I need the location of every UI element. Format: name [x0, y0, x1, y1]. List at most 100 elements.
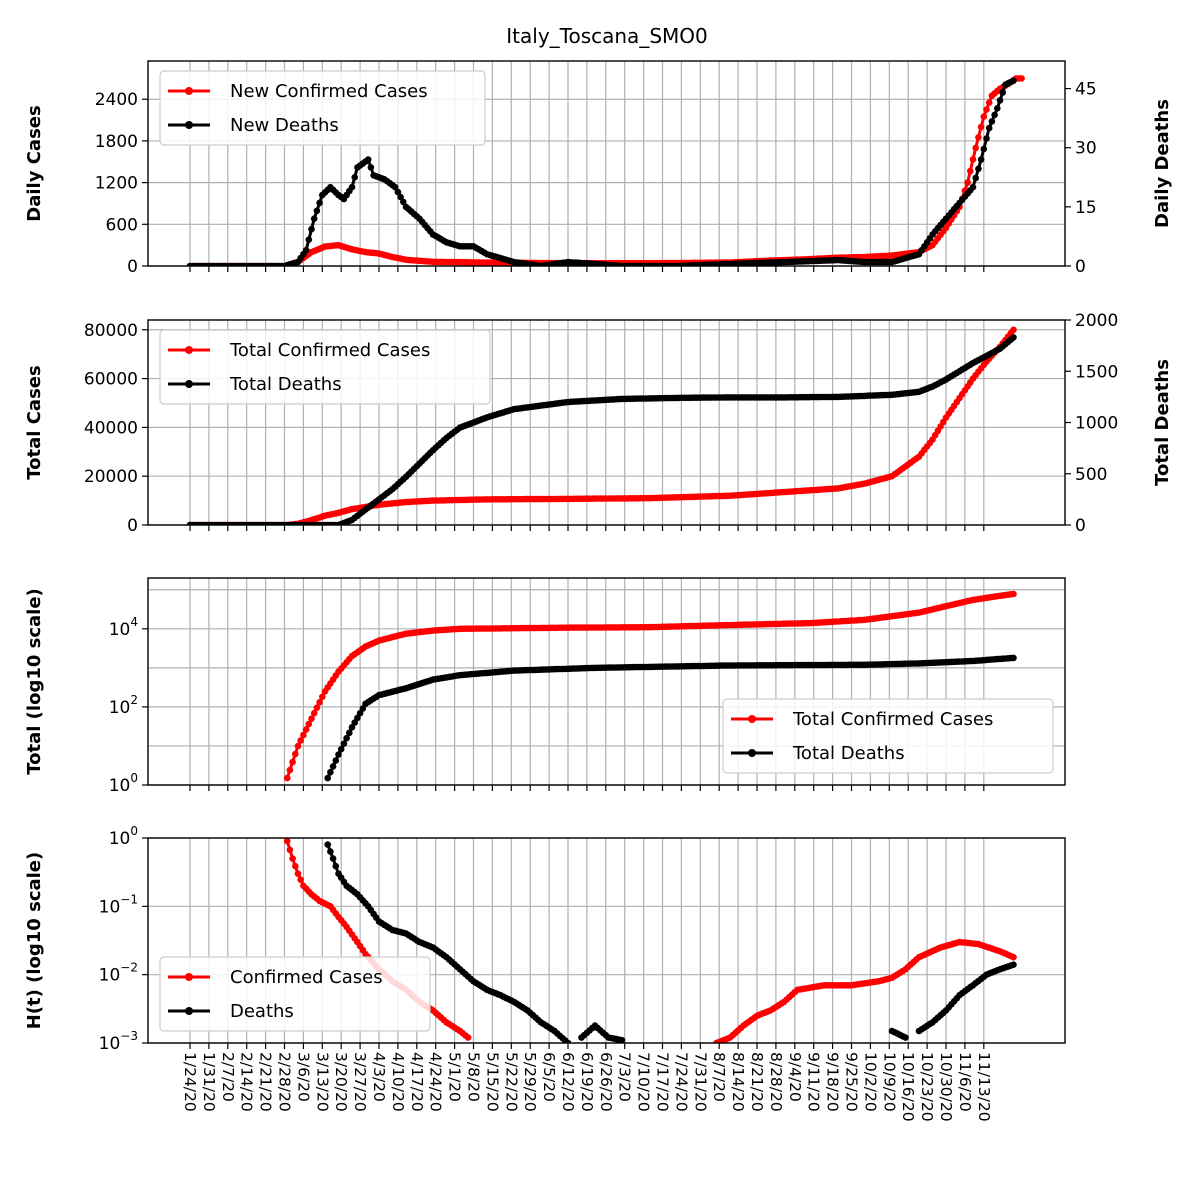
x-tick-label: 11/13/20 [975, 1052, 993, 1122]
x-tick-label: 6/19/20 [578, 1052, 596, 1112]
data-point [316, 199, 323, 207]
series-line [715, 940, 1015, 1043]
data-point [294, 742, 302, 750]
chart-title: Italy_Toscana_SMO0 [506, 24, 707, 48]
data-point [343, 734, 350, 742]
data-point [972, 174, 979, 182]
y-tick-label: 104 [109, 615, 138, 640]
data-point [302, 246, 310, 254]
x-tick-label: 10/9/20 [880, 1052, 898, 1112]
x-tick-label: 2/14/20 [238, 1052, 256, 1112]
y-tick-label: 10−3 [99, 1029, 138, 1054]
data-point [367, 164, 375, 171]
data-point [983, 135, 990, 142]
x-tick-label: 4/17/20 [408, 1052, 426, 1112]
y-tick-label: 40000 [84, 418, 138, 438]
data-point [289, 758, 296, 766]
data-point [324, 841, 332, 848]
series-new-deaths [186, 77, 1017, 266]
data-point [969, 183, 977, 191]
y-right-tick-label: 30 [1075, 139, 1097, 159]
data-point [292, 862, 299, 870]
data-point [980, 113, 988, 120]
data-point [397, 193, 404, 201]
y-tick-label: 0 [127, 257, 138, 277]
y-axis-label: H(t) (log10 scale) [24, 852, 45, 1030]
y-right-tick-label: 500 [1075, 465, 1107, 485]
data-point [964, 179, 971, 186]
data-point [348, 183, 356, 191]
data-point [332, 757, 340, 764]
data-point [310, 709, 318, 717]
legend: Confirmed Cases Deaths [159, 956, 431, 1032]
y-tick-label: 100 [109, 771, 138, 796]
x-tick-label: 7/3/20 [616, 1052, 634, 1102]
x-tick-label: 8/7/20 [710, 1052, 728, 1102]
panel-2: 0 20000 40000 60000 80000 0 500 1000 1500 2000 Tot… [24, 311, 1173, 536]
y-tick-label: 10−2 [99, 961, 138, 986]
x-tick-label: 7/31/20 [691, 1052, 709, 1112]
data-point [991, 111, 998, 119]
data-point [975, 134, 982, 141]
data-point [985, 99, 993, 106]
y-tick-label: 80000 [84, 321, 138, 341]
y-tick-label: 102 [109, 693, 138, 718]
legend-entry: Total Confirmed Cases [792, 709, 993, 730]
series-total-deaths [324, 654, 1017, 782]
data-point [1010, 334, 1017, 341]
data-point [346, 729, 353, 737]
x-tick-label: 9/18/20 [824, 1052, 842, 1112]
data-point [994, 105, 1001, 112]
y-right-tick-label: 0 [1075, 257, 1086, 277]
legend-entry: Total Deaths [229, 374, 342, 395]
y-tick-label: 10−1 [99, 892, 138, 917]
data-point [286, 766, 294, 774]
data-point [1010, 953, 1017, 961]
legend-entry: Total Deaths [792, 743, 905, 764]
x-tick-label: 9/11/20 [805, 1052, 823, 1112]
legend-entry: Total Confirmed Cases [229, 340, 430, 361]
y-right-tick-label: 0 [1075, 516, 1086, 536]
y-tick-label: 20000 [84, 467, 138, 487]
data-point [977, 123, 985, 131]
data-point [294, 870, 302, 877]
legend-box [722, 698, 1054, 774]
legend-entry: New Confirmed Cases [230, 81, 428, 102]
data-point [329, 855, 337, 862]
data-point [313, 704, 321, 711]
data-point [300, 731, 307, 739]
legend: New Confirmed Cases New Deaths [159, 70, 486, 146]
data-point [289, 855, 296, 862]
data-point [977, 156, 985, 163]
data-point [305, 236, 313, 243]
data-point [337, 745, 345, 753]
legend-marker [185, 121, 193, 129]
x-tick-labels: 1/24/20 1/31/20 2/7/20 2/14/20 2/21/20 2/28/2… [181, 1052, 993, 1122]
legend-marker [748, 715, 756, 723]
series-total-confirmed-cases [283, 590, 1017, 782]
x-tick-label: 7/17/20 [654, 1052, 672, 1112]
data-point [969, 156, 977, 163]
data-point [286, 846, 294, 854]
legend-entry: Confirmed Cases [230, 967, 383, 988]
data-point [313, 207, 321, 215]
x-tick-label: 4/24/20 [427, 1052, 445, 1112]
y-right-axis-label: Total Deaths [1152, 359, 1173, 486]
data-point [302, 726, 310, 733]
y-tick-label: 0 [127, 516, 138, 536]
x-tick-label: 3/27/20 [351, 1052, 369, 1112]
data-point [985, 124, 993, 132]
x-tick-label: 2/21/20 [257, 1052, 275, 1112]
legend-marker [185, 1007, 193, 1015]
y-tick-label: 100 [109, 824, 138, 849]
data-point [310, 215, 318, 222]
data-point [564, 1039, 572, 1043]
x-tick-label: 9/4/20 [786, 1052, 804, 1102]
data-point [283, 838, 291, 845]
data-point [332, 862, 340, 870]
x-tick-label: 10/30/20 [937, 1052, 955, 1122]
y-right-tick-label: 2000 [1075, 311, 1118, 331]
legend-marker [185, 87, 193, 95]
x-tick-label: 2/7/20 [219, 1052, 237, 1102]
series-deaths [324, 841, 1017, 1043]
